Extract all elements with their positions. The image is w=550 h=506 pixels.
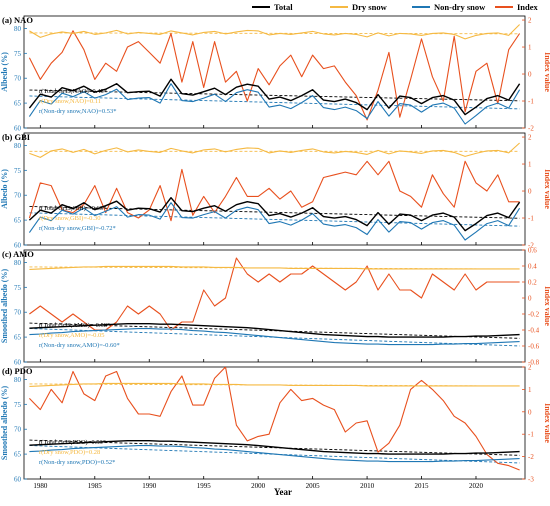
right-tick-label: 0.2	[528, 279, 537, 287]
correlation-annotation-2: r(Dry snow,AMO)=-0.05	[39, 332, 105, 339]
right-tick-label: 1	[528, 44, 532, 52]
legend-label-non-dry-snow: Non-dry snow	[434, 2, 486, 12]
correlation-annotation-2: r(Dry snow,GBI)=-0.30	[39, 215, 101, 222]
correlation-annotation-3: r(Non-dry snow,NAO)=0.53*	[39, 108, 116, 115]
correlation-annotation-3: r(Non-dry snow,PDO)=0.52*	[39, 459, 115, 466]
left-tick-label: 80	[14, 25, 22, 33]
x-tick-label: 2010	[360, 482, 375, 490]
right-tick-label: -0.2	[528, 311, 540, 319]
left-tick-label: 75	[14, 401, 22, 409]
x-tick-label: 1985	[88, 482, 103, 490]
left-tick-label: 70	[14, 75, 22, 83]
x-axis-label: Year	[274, 487, 292, 497]
series-line-dry-snow	[29, 143, 519, 157]
right-tick-label: -2	[528, 453, 534, 461]
correlation-annotation-2: r(Dry snow,PDO)=0.28	[39, 449, 100, 456]
y2-axis-label: Index value	[543, 286, 550, 326]
left-tick-label: 80	[14, 142, 22, 150]
panels: (a) NAO 60 65 70 75 80 -2 -1 0 1 2 Albedo (%) Index …	[0, 15, 550, 490]
x-tick-label: 2000	[251, 482, 266, 490]
y-axis-label: Smoothed albedo (%)	[0, 386, 9, 461]
right-tick-label: -1	[528, 98, 534, 106]
panel-title: (b) GBI	[2, 132, 31, 142]
right-tick-label: -1	[528, 215, 534, 223]
left-tick-label: 65	[14, 334, 22, 342]
right-tick-label: -3	[528, 476, 534, 484]
right-tick-label: 0	[528, 295, 532, 303]
y2-axis-label: Index value	[543, 403, 550, 443]
left-tick-label: 70	[14, 309, 22, 317]
panel-4: (d) PDO 60 65 70 75 80 -3 -2 -1 0 1 2 1980 1985 1990 19…	[0, 364, 550, 491]
x-tick-label: 2015	[415, 482, 430, 490]
y2-axis-label: Index value	[543, 52, 550, 92]
right-tick-label: 1	[528, 161, 532, 169]
x-tick-label: 2005	[306, 482, 321, 490]
right-tick-label: 0.4	[528, 263, 537, 271]
panel-title: (d) PDO	[2, 366, 33, 376]
panel-title: (a) NAO	[2, 15, 33, 25]
left-tick-label: 65	[14, 451, 22, 459]
right-tick-label: 2	[528, 17, 532, 25]
legend-label-dry-snow: Dry snow	[352, 2, 388, 12]
right-tick-label: -2	[528, 125, 534, 133]
correlation-annotation-1: r(Total GrIS,NAO)=0.43*	[39, 88, 107, 95]
correlation-annotation-1: r(Total GrIS,GBI)=-0.63*	[39, 205, 106, 212]
legend-label-index: Index	[517, 2, 539, 12]
right-tick-label: -0.6	[528, 343, 540, 351]
left-tick-label: 75	[14, 167, 22, 175]
legend: Total Dry snow Non-dry snow Index	[252, 2, 539, 12]
correlation-annotation-1: r(Total GrIS,AMO)=-0.58*	[39, 322, 110, 329]
x-tick-label: 1980	[33, 482, 48, 490]
right-tick-label: 2	[528, 364, 532, 372]
correlation-annotation-1: r(Total GrIS,PDO)=0.53*	[39, 439, 106, 446]
left-tick-label: 80	[14, 259, 22, 267]
left-tick-label: 65	[14, 217, 22, 225]
left-tick-label: 70	[14, 426, 22, 434]
left-tick-label: 75	[14, 284, 22, 292]
left-tick-label: 60	[14, 476, 22, 484]
right-tick-label: 2	[528, 134, 532, 142]
left-tick-label: 75	[14, 50, 22, 58]
x-tick-label: 2020	[469, 482, 484, 490]
right-tick-label: -0.4	[528, 327, 540, 335]
series-line-dry-snow	[29, 25, 519, 39]
series-line-dry-snow	[29, 383, 519, 386]
right-tick-label: 0	[528, 188, 532, 196]
right-tick-label: 0	[528, 408, 532, 416]
series-line-dry-snow	[29, 266, 519, 269]
right-tick-label: -1	[528, 431, 534, 439]
correlation-annotation-2: r(Dry snow,NAO)=0.11	[39, 98, 101, 105]
left-tick-label: 65	[14, 100, 22, 108]
legend-label-total: Total	[274, 2, 293, 12]
y2-axis-label: Index value	[543, 169, 550, 209]
correlation-annotation-3: r(Non-dry snow,GBI)=-0.72*	[39, 225, 116, 232]
right-tick-label: 1	[528, 386, 532, 394]
right-tick-label: 0.6	[528, 247, 537, 255]
panel-title: (c) AMO	[2, 249, 34, 259]
y-axis-label: Smoothed albedo (%)	[0, 269, 9, 344]
right-tick-label: 0	[528, 71, 532, 79]
x-tick-label: 1990	[142, 482, 157, 490]
plot-area	[29, 367, 519, 470]
left-tick-label: 80	[14, 376, 22, 384]
x-tick-label: 1995	[197, 482, 212, 490]
left-tick-label: 70	[14, 192, 22, 200]
correlation-annotation-3: r(Non-dry snow,AMO)=-0.60*	[39, 342, 120, 349]
y-axis-label: Albedo (%)	[0, 52, 9, 92]
panel-3: (c) AMO6065707580-0.8-0.6-0.4-0.200.20.4…	[0, 247, 550, 367]
y-axis-label: Albedo (%)	[0, 169, 9, 209]
